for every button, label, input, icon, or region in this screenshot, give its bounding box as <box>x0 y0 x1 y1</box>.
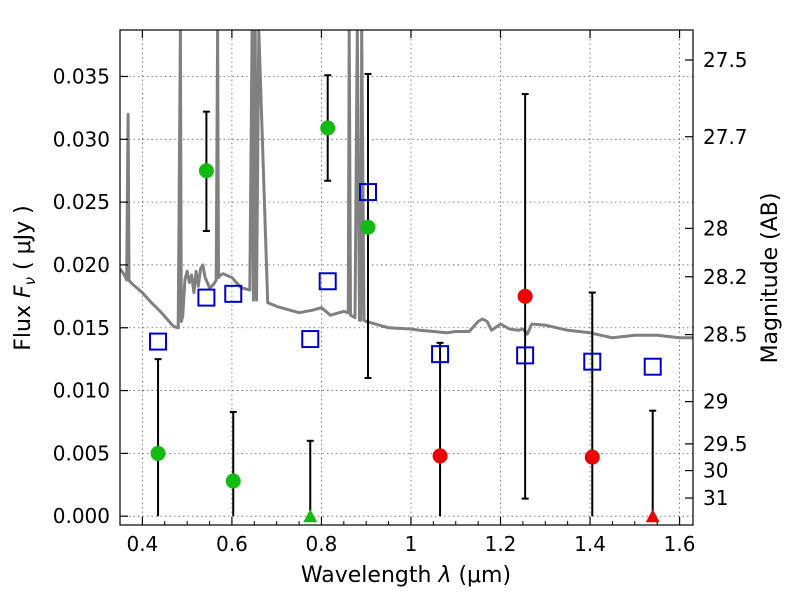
x-tick-label: 1.2 <box>485 532 517 556</box>
tick-labels: 0.4 0.6 0.8 1 1.2 1.4 1.6 0.000 0.005 0.010 0.015 0… <box>53 48 748 556</box>
detection-point <box>432 448 448 464</box>
upper-limit-triangle <box>645 509 660 523</box>
y2-tick-label: 28.5 <box>703 323 748 347</box>
detection-point <box>320 120 336 136</box>
y-tick-label: 0.025 <box>53 190 110 214</box>
y2-tick-label: 29 <box>703 390 728 414</box>
y-axis-title: Flux Fν ( μJy ) <box>11 205 39 350</box>
plot-frame <box>119 29 694 526</box>
detection-point <box>150 445 166 461</box>
y-tick-label: 0.015 <box>53 316 110 340</box>
y-tick-label: 0.030 <box>53 127 110 151</box>
sed-model-line <box>120 30 693 340</box>
x-tick-label: 0.6 <box>216 532 248 556</box>
model-photometry-square <box>516 346 535 365</box>
x-tick-label: 0.8 <box>306 532 338 556</box>
upper-limit-triangle <box>303 509 318 523</box>
x-tick-label: 1 <box>405 532 418 556</box>
y-tick-label: 0.020 <box>53 253 110 277</box>
y2-tick-label: 28 <box>703 216 728 240</box>
model-photometry-square <box>197 288 216 307</box>
y2-tick-label: 30 <box>703 459 728 483</box>
detection-point <box>198 163 214 179</box>
detection-point <box>225 473 241 489</box>
axes-ticks <box>119 30 693 525</box>
y2-tick-label: 27.7 <box>703 125 748 149</box>
model-photometry-square <box>318 272 337 291</box>
y2-tick-label: 31 <box>703 486 728 510</box>
model-photometry-square <box>431 345 450 364</box>
x-tick-label: 1.4 <box>574 532 606 556</box>
model-photometry-square <box>359 183 378 202</box>
y2-tick-label: 28.2 <box>703 265 748 289</box>
y2-tick-label: 27.5 <box>703 48 748 72</box>
detection-point <box>584 449 600 465</box>
y2-tick-label: 29.5 <box>703 432 748 456</box>
y-tick-label: 0.000 <box>53 504 110 528</box>
model-photometry-square <box>149 332 168 351</box>
model-photometry-square <box>583 352 602 371</box>
model-photometry-square <box>224 284 243 303</box>
plot-area <box>120 30 693 523</box>
x-tick-label: 1.6 <box>664 532 696 556</box>
x-tick-label: 0.4 <box>126 532 158 556</box>
y2-axis-title: Magnitude (AB) <box>758 193 783 364</box>
y-tick-label: 0.005 <box>53 441 110 465</box>
detection-point <box>360 219 376 235</box>
x-axis-title: Wavelength λ (μm) <box>301 563 511 588</box>
detection-point <box>517 288 533 304</box>
y-tick-label: 0.035 <box>53 64 110 88</box>
model-photometry-square <box>301 330 320 349</box>
model-photometry-square <box>643 357 662 376</box>
y-tick-label: 0.010 <box>53 379 110 403</box>
